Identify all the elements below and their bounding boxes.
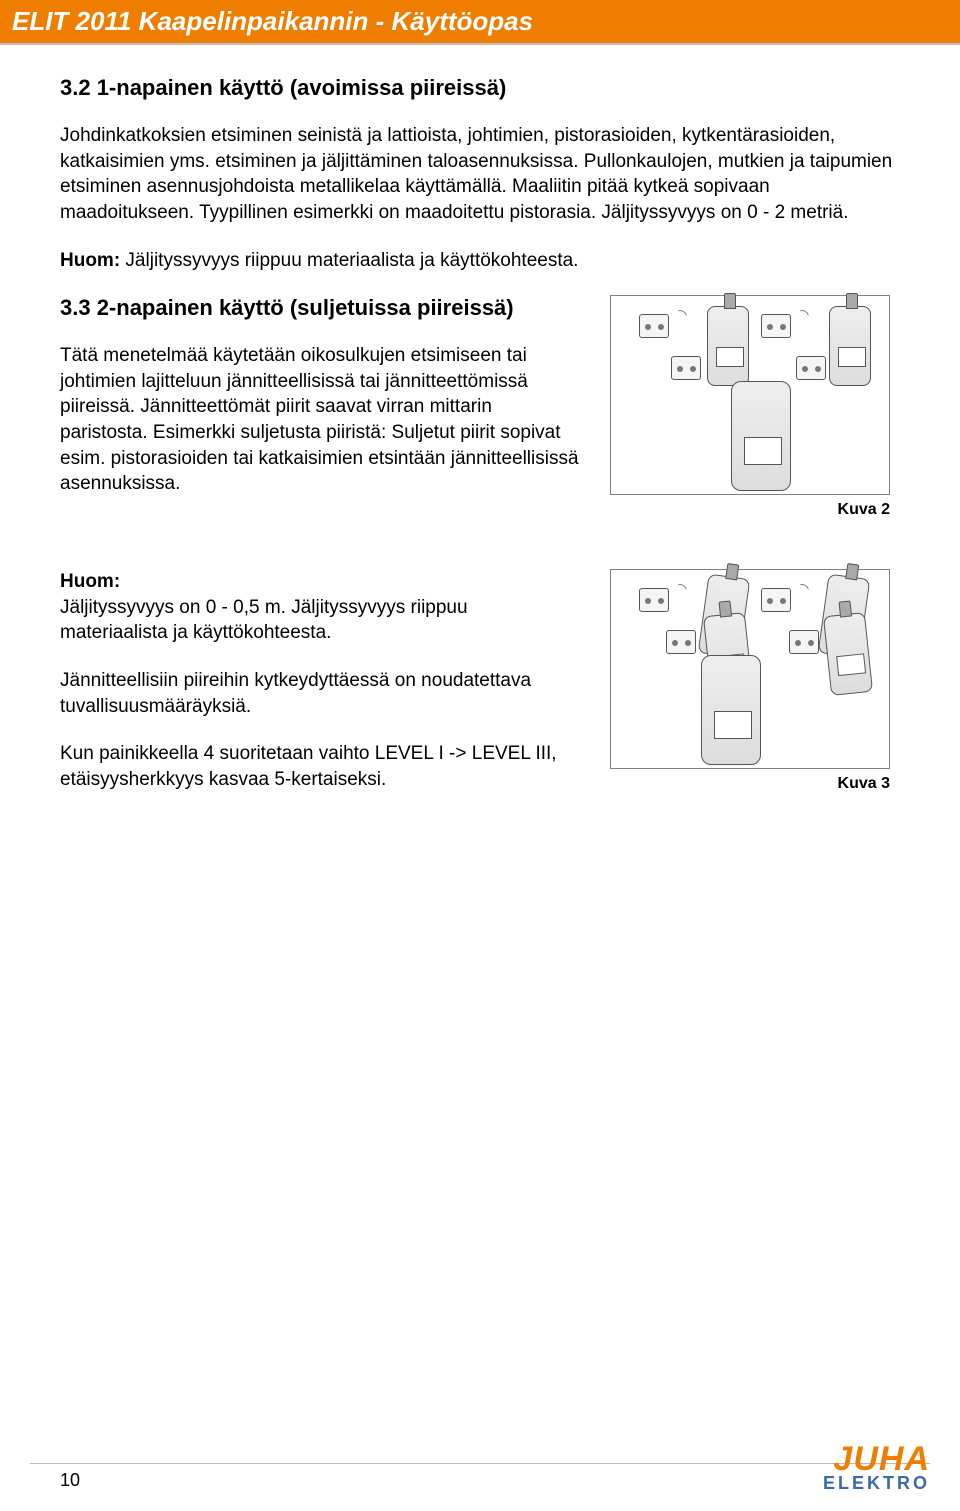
notes-para3: Kun painikkeella 4 suoritetaan vaihto LE… <box>60 741 580 792</box>
section-3-3-text-col: 3.3 2-napainen käyttö (suljetuissa piire… <box>60 295 580 519</box>
section-3-3-row: 3.3 2-napainen käyttö (suljetuissa piire… <box>60 295 900 519</box>
figure-2-col: Kuva 2 <box>600 295 900 519</box>
section-3-2-note: Huom: Jäljityssyvyys riippuu materiaalis… <box>60 248 900 274</box>
figure-2-illustration <box>610 295 890 495</box>
section-3-3-heading: 3.3 2-napainen käyttö (suljetuissa piire… <box>60 295 580 321</box>
notes-para1: Huom: Jäljityssyvyys on 0 - 0,5 m. Jälji… <box>60 569 580 646</box>
figure-3-caption: Kuva 3 <box>838 775 890 793</box>
brand-logo: JUHA ELEKTRO <box>823 1444 930 1491</box>
figure-2-caption: Kuva 2 <box>838 501 890 519</box>
section-3-2-heading: 3.2 1-napainen käyttö (avoimissa piireis… <box>60 75 900 101</box>
figure-3-col: Kuva 3 <box>600 569 900 814</box>
page-header: ELIT 2011 Kaapelinpaikannin - Käyttöopas <box>0 0 960 45</box>
notes-para2: Jännitteellisiin piireihin kytkeydyttäes… <box>60 668 580 719</box>
note-label: Huom: <box>60 250 120 271</box>
logo-bottom-text: ELEKTRO <box>823 1475 930 1491</box>
page-number: 10 <box>60 1470 930 1491</box>
section-3-3-paragraph: Tätä menetelmää käytetään oikosulkujen e… <box>60 343 580 497</box>
page-footer: 10 JUHA ELEKTRO <box>0 1463 960 1491</box>
notes-para1-text: Jäljityssyvyys on 0 - 0,5 m. Jäljityssyv… <box>60 597 468 644</box>
page-content: 3.2 1-napainen käyttö (avoimissa piireis… <box>0 45 960 815</box>
header-title: ELIT 2011 Kaapelinpaikannin - Käyttöopas <box>12 6 533 36</box>
footer-rule <box>30 1463 930 1464</box>
huom-label: Huom: <box>60 569 580 595</box>
section-3-2-paragraph: Johdinkatkoksien etsiminen seinistä ja l… <box>60 123 900 226</box>
figure-3-illustration <box>610 569 890 769</box>
notes-text-col: Huom: Jäljityssyvyys on 0 - 0,5 m. Jälji… <box>60 569 580 814</box>
logo-top-text: JUHA <box>823 1444 930 1475</box>
notes-row: Huom: Jäljityssyvyys on 0 - 0,5 m. Jälji… <box>60 569 900 814</box>
note-text: Jäljityssyvyys riippuu materiaalista ja … <box>120 250 578 271</box>
